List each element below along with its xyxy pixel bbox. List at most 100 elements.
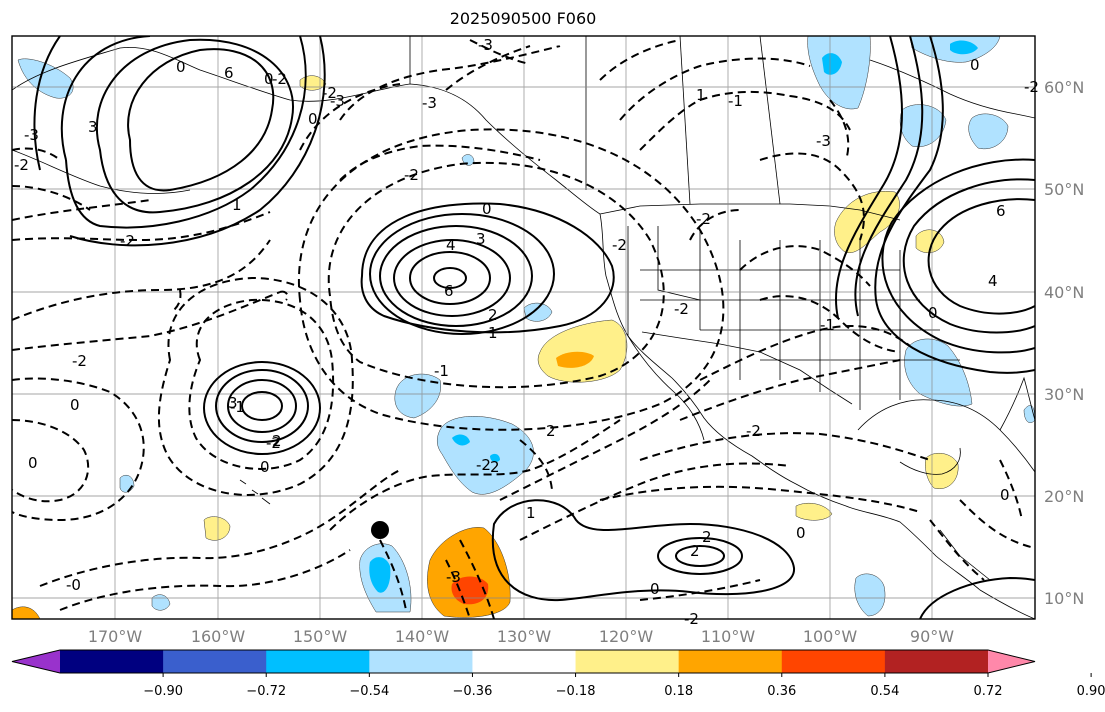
contour-label: -2 <box>612 236 627 254</box>
high-center-contour <box>433 267 467 289</box>
anomaly-negative-region <box>523 302 553 322</box>
colorbar-segment <box>884 650 989 673</box>
longitude-label: 140°W <box>395 627 450 646</box>
contour-label: 2 <box>272 432 282 450</box>
contour-label: 3 <box>476 230 486 248</box>
contour-line <box>759 152 865 241</box>
contour-label: 0 <box>796 524 806 542</box>
contour-label: 2 <box>490 458 500 476</box>
colorbar-segment <box>781 650 886 673</box>
contour-line <box>12 199 151 221</box>
us-canada-border <box>599 203 901 221</box>
contour-label: 2 <box>702 528 712 546</box>
longitude-axis: 170°W 160°W 150°W 140°W 130°W 120°W 110°… <box>88 627 954 646</box>
longitude-label: 170°W <box>88 627 143 646</box>
latitude-label: 40°N <box>1044 283 1084 302</box>
contour-label: 2 <box>690 542 700 560</box>
contour-line <box>834 36 903 319</box>
contour-line <box>127 48 275 192</box>
longitude-label: 130°W <box>497 627 552 646</box>
colorbar-tick-label: 0.90 <box>1077 684 1105 699</box>
contour-line <box>519 462 791 541</box>
contour-line <box>157 276 354 496</box>
contour-line <box>689 209 741 241</box>
colorbar-tick-label: 0.36 <box>767 684 796 699</box>
contour-label: -2 <box>272 70 287 88</box>
anomaly-positive-core <box>556 351 594 368</box>
contour-label: 2 <box>488 306 498 324</box>
anomaly-positive-core <box>451 576 489 605</box>
colorbar-segment <box>163 650 267 673</box>
contour-label: 6 <box>996 202 1006 220</box>
contour-label: -0 <box>66 576 81 594</box>
contour-label: -3 <box>816 132 831 150</box>
contour-line <box>360 202 615 334</box>
colorbar-segment <box>60 650 164 673</box>
contour-line <box>699 325 911 381</box>
contour-line <box>369 213 555 335</box>
contour-label: -2 <box>72 352 87 370</box>
contour-line <box>999 459 1023 521</box>
contour-label: -2 <box>266 434 281 452</box>
contour-label: 0 <box>308 110 318 128</box>
contour-label: -2 <box>696 210 711 228</box>
colorbar-tick-label: −0.18 <box>556 684 596 699</box>
contour-line <box>959 499 1035 549</box>
contour-label: -1 <box>728 92 743 110</box>
longitude-label: 90°W <box>910 627 954 646</box>
contour-label: -1 <box>230 398 245 416</box>
longitude-label: 120°W <box>599 627 654 646</box>
contour-label: -2 <box>14 156 29 174</box>
yucatan-coast <box>899 447 961 475</box>
contour-label: -3 <box>446 568 461 586</box>
contour-label: -1 <box>820 316 835 334</box>
colorbar-segment <box>575 650 680 673</box>
anomaly-negative-region <box>807 36 871 110</box>
colorbar-extend-high <box>988 650 1035 673</box>
contour-line <box>639 579 761 601</box>
contour-line <box>445 559 471 619</box>
contour-label: 3 <box>228 394 238 412</box>
contour-labels: -3 0 0 6 3 -3 -2 1 -2 -1 -3 -2 -2 0 4 3 … <box>14 36 1039 628</box>
contour-label: -2 <box>674 300 689 318</box>
state-border <box>679 36 691 205</box>
latitude-label: 20°N <box>1044 487 1084 506</box>
anomaly-fill-layer <box>12 36 1035 619</box>
contour-line <box>499 379 711 501</box>
contour-line <box>339 45 561 121</box>
longitude-label: 160°W <box>191 627 246 646</box>
latitude-label: 10°N <box>1044 589 1084 608</box>
contour-line <box>95 38 294 214</box>
contour-line <box>927 198 1035 315</box>
contour-label: 0 <box>482 200 492 218</box>
contour-line <box>33 36 326 247</box>
colorbar-tick-label: −0.54 <box>349 684 389 699</box>
contour-label: -3 <box>24 126 39 144</box>
contour-label: -2 <box>322 84 337 102</box>
hudson-bay-coast <box>869 59 1035 119</box>
contour-label: 3 <box>88 118 98 136</box>
contour-line <box>12 291 281 351</box>
anomaly-negative-core <box>950 40 978 55</box>
contour-line <box>59 549 351 611</box>
contour-line <box>881 158 1035 354</box>
contour-line <box>379 539 407 611</box>
colorbar-tick-label: −0.36 <box>453 684 493 699</box>
contours-negative <box>12 39 1035 619</box>
contour-line <box>657 537 743 575</box>
storm-position-marker <box>371 521 389 539</box>
contour-label: 0 <box>970 56 980 74</box>
contour-label: 0 <box>650 580 660 598</box>
colorbar-segment <box>369 650 473 673</box>
latitude-label: 60°N <box>1044 78 1084 97</box>
latitude-label: 30°N <box>1044 385 1084 404</box>
contour-line <box>519 439 553 491</box>
contour-line <box>12 185 91 211</box>
contour-line <box>639 432 931 461</box>
anomaly-negative-core <box>490 453 500 463</box>
contour-label: 0 <box>264 70 274 88</box>
contour-line <box>829 99 850 161</box>
contour-line <box>297 128 725 431</box>
contour-line <box>409 251 491 305</box>
